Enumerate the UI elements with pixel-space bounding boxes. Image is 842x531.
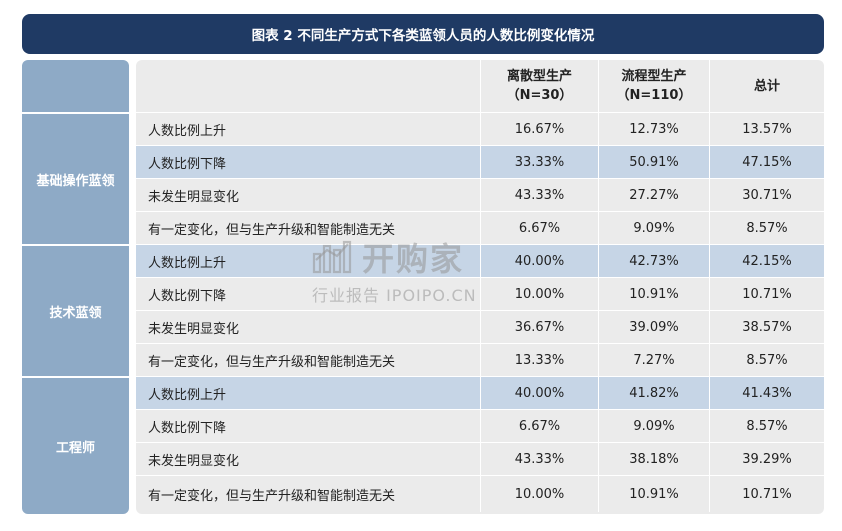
row-label: 人数比例上升 [148,387,227,403]
row-label: 有一定变化，但与生产升级和智能制造无关 [148,488,396,504]
table-row: 人数比例上升 40.00% 41.82% 41.43% [136,376,824,409]
value-total: 42.15% [709,245,824,277]
header-blank [136,60,480,112]
value-total: 30.71% [709,179,824,211]
value-process: 9.09% [598,410,709,442]
table-row: 有一定变化，但与生产升级和智能制造无关 6.67% 9.09% 8.57% [136,211,824,244]
value-discrete: 6.67% [480,410,598,442]
value-discrete: 16.67% [480,113,598,145]
header-discrete-n: （N=30） [506,88,573,103]
value-total: 41.43% [709,377,824,409]
value-process: 50.91% [598,146,709,178]
value-total: 8.57% [709,410,824,442]
header-process-name: 流程型生产 [621,69,687,84]
value-process: 7.27% [598,344,709,376]
value-total: 38.57% [709,311,824,343]
row-label: 未发生明显变化 [148,453,240,469]
header-process: 流程型生产 （N=110） [598,60,709,112]
value-process: 10.91% [598,476,709,512]
table-row: 未发生明显变化 36.67% 39.09% 38.57% [136,310,824,343]
table-row: 人数比例下降 6.67% 9.09% 8.57% [136,409,824,442]
value-discrete: 43.33% [480,179,598,211]
value-process: 12.73% [598,113,709,145]
value-discrete: 40.00% [480,377,598,409]
value-total: 13.57% [709,113,824,145]
value-total: 47.15% [709,146,824,178]
value-discrete: 36.67% [480,311,598,343]
group-label-engineer: 工程师 [22,376,129,514]
value-total: 8.57% [709,344,824,376]
data-table: 离散型生产 （N=30） 流程型生产 （N=110） 总计 人数比例上升 16.67%… [136,60,824,514]
table-row: 人数比例下降 10.00% 10.91% 10.71% [136,277,824,310]
row-label: 未发生明显变化 [148,321,240,337]
value-discrete: 10.00% [480,278,598,310]
group-label-basic-operations: 基础操作蓝领 [22,112,129,244]
value-discrete: 40.00% [480,245,598,277]
value-process: 39.09% [598,311,709,343]
row-label: 人数比例下降 [148,156,227,172]
row-label: 人数比例下降 [148,420,227,436]
group-label-technical: 技术蓝领 [22,244,129,376]
header-discrete-name: 离散型生产 [506,69,572,84]
value-total: 10.71% [709,278,824,310]
value-discrete: 10.00% [480,476,598,512]
value-discrete: 43.33% [480,443,598,475]
header-total-name: 总计 [753,78,780,94]
group-label-column: 基础操作蓝领 技术蓝领 工程师 [22,60,129,514]
value-total: 10.71% [709,476,824,512]
header-discrete: 离散型生产 （N=30） [480,60,598,112]
value-total: 8.57% [709,212,824,244]
value-process: 41.82% [598,377,709,409]
row-label: 人数比例上升 [148,255,227,271]
table-row: 有一定变化，但与生产升级和智能制造无关 13.33% 7.27% 8.57% [136,343,824,376]
row-label: 人数比例下降 [148,288,227,304]
table-body: 人数比例上升 16.67% 12.73% 13.57% 人数比例下降 33.33% 50.9… [136,112,824,512]
value-process: 9.09% [598,212,709,244]
table-row: 人数比例上升 16.67% 12.73% 13.57% [136,112,824,145]
value-process: 42.73% [598,245,709,277]
row-label: 有一定变化，但与生产升级和智能制造无关 [148,222,396,238]
value-process: 38.18% [598,443,709,475]
table-row: 未发生明显变化 43.33% 27.27% 30.71% [136,178,824,211]
table-header-row: 离散型生产 （N=30） 流程型生产 （N=110） 总计 [136,60,824,112]
row-label: 人数比例上升 [148,123,227,139]
value-discrete: 6.67% [480,212,598,244]
group-header-blank [22,60,129,112]
row-label: 有一定变化，但与生产升级和智能制造无关 [148,354,396,370]
value-total: 39.29% [709,443,824,475]
value-process: 27.27% [598,179,709,211]
table-row: 有一定变化，但与生产升级和智能制造无关 10.00% 10.91% 10.71% [136,475,824,512]
value-process: 10.91% [598,278,709,310]
header-total: 总计 [709,60,824,112]
table-row: 人数比例上升 40.00% 42.73% 42.15% [136,244,824,277]
table-row: 人数比例下降 33.33% 50.91% 47.15% [136,145,824,178]
row-label: 未发生明显变化 [148,189,240,205]
value-discrete: 33.33% [480,146,598,178]
table-title: 图表 2 不同生产方式下各类蓝领人员的人数比例变化情况 [22,14,824,54]
value-discrete: 13.33% [480,344,598,376]
table-row: 未发生明显变化 43.33% 38.18% 39.29% [136,442,824,475]
header-process-n: （N=110） [616,88,692,103]
